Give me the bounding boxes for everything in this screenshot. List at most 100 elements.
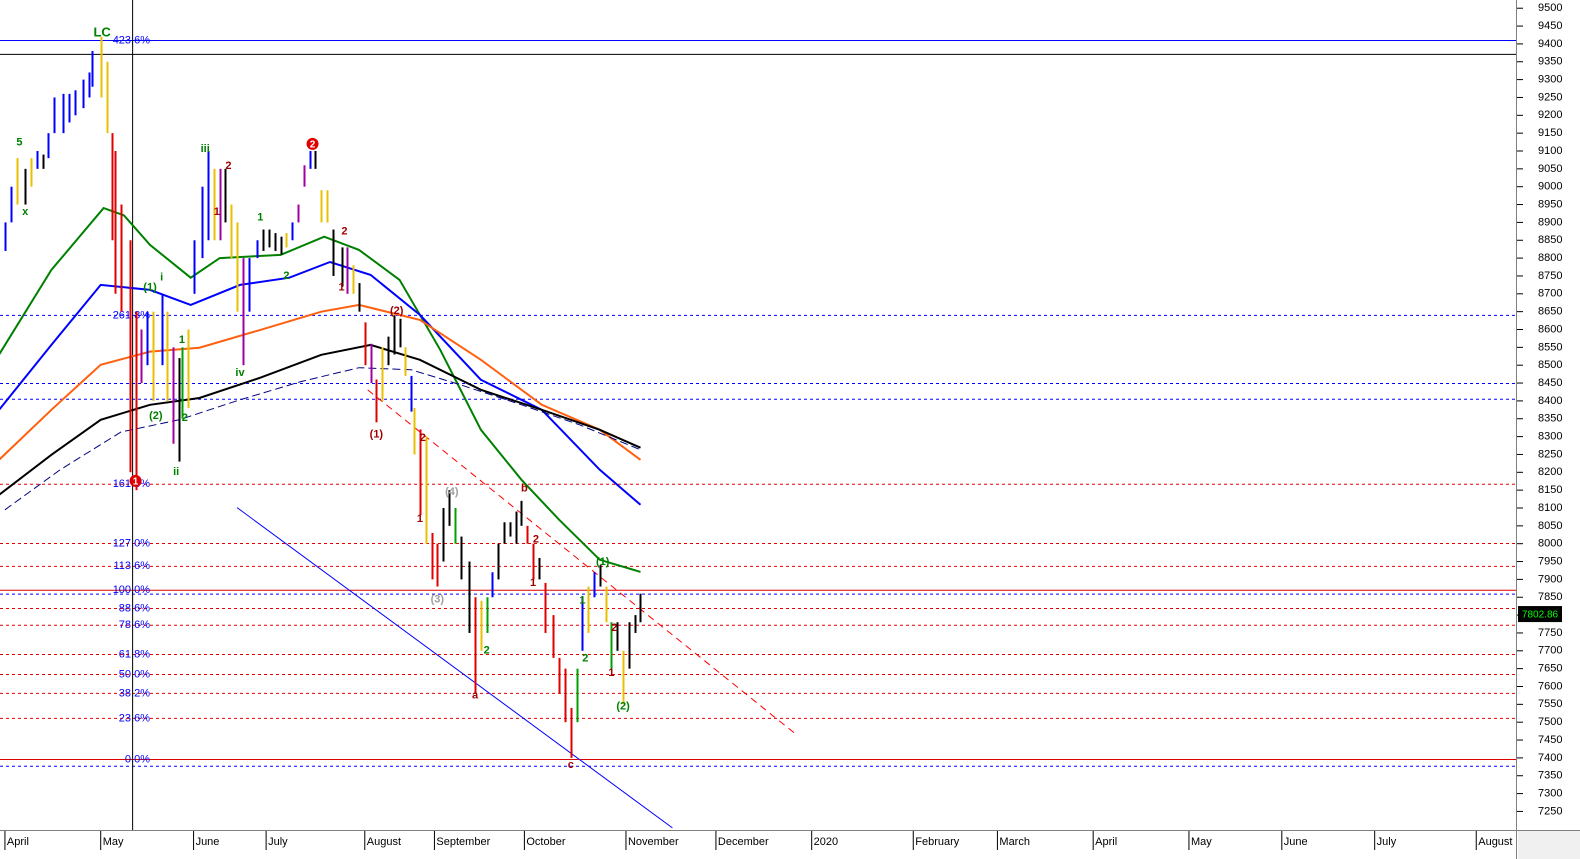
wave-label: 1 xyxy=(179,334,185,346)
wave-label: 1 xyxy=(257,212,263,224)
y-tick-label: 7950 xyxy=(1538,555,1562,567)
level-label: 100.0% xyxy=(113,584,151,596)
y-tick-label: 8250 xyxy=(1538,448,1562,460)
y-tick-label: 9000 xyxy=(1538,181,1562,193)
y-tick-label: 7350 xyxy=(1538,770,1562,782)
wave-label: iv xyxy=(235,367,245,379)
wave-label: 1 xyxy=(530,577,536,589)
y-tick-label: 9300 xyxy=(1538,74,1562,86)
wave-label: (4) xyxy=(445,486,459,498)
y-tick-label: 7750 xyxy=(1538,627,1562,639)
y-tick-label: 7600 xyxy=(1538,680,1562,692)
wave-label: 2 xyxy=(484,645,490,657)
y-tick-label: 9150 xyxy=(1538,127,1562,139)
wave-label: ii xyxy=(173,466,179,478)
wave-label: 2 xyxy=(283,270,289,282)
wave-label: (2) xyxy=(149,410,163,422)
level-label: 61.8% xyxy=(119,648,150,660)
trendline xyxy=(367,389,795,734)
y-tick-label: 9250 xyxy=(1538,91,1562,103)
wave-label: a xyxy=(472,690,479,702)
y-tick-label: 8500 xyxy=(1538,359,1562,371)
x-tick-label: May xyxy=(103,836,124,848)
level-label: 50.0% xyxy=(119,668,150,680)
y-tick-label: 8400 xyxy=(1538,395,1562,407)
y-tick-label: 8800 xyxy=(1538,252,1562,264)
wave-label: (3) xyxy=(431,594,445,606)
plot-area: 423.6%261.8%161.8%127.0%113.6%100.0%88.6… xyxy=(0,0,1516,830)
y-tick-label: 7450 xyxy=(1538,734,1562,746)
y-tick-label: 7850 xyxy=(1538,591,1562,603)
wave-marker xyxy=(129,474,142,487)
y-tick-label: 7500 xyxy=(1538,716,1562,728)
wave-label: (1) xyxy=(370,429,384,441)
y-tick-label: 9400 xyxy=(1538,38,1562,50)
axes: 7250 7300 7350 7400 7450 7500 7550 7600 7650 7700… xyxy=(4,2,1562,850)
y-tick-label: 8550 xyxy=(1538,341,1562,353)
x-tick-label: July xyxy=(268,836,288,848)
wave-label: 1 xyxy=(133,477,139,488)
y-tick-label: 9050 xyxy=(1538,163,1562,175)
y-tick-label: 9500 xyxy=(1538,2,1562,14)
wave-label: (1) xyxy=(596,556,610,568)
wave-label: 2 xyxy=(225,160,231,172)
level-label: 78.6% xyxy=(119,619,150,631)
moving-average xyxy=(0,303,642,461)
x-tick-label: February xyxy=(915,836,960,848)
wave-label: 1 xyxy=(608,667,614,679)
wave-label: (2) xyxy=(616,701,630,713)
level-label: 0.0% xyxy=(125,753,150,765)
wave-label: 2 xyxy=(310,140,316,151)
y-tick-label: 8850 xyxy=(1538,234,1562,246)
y-tick-label: 8200 xyxy=(1538,466,1562,478)
y-tick-label: 8350 xyxy=(1538,413,1562,425)
wave-label: x xyxy=(22,206,29,218)
y-tick-label: 7250 xyxy=(1538,805,1562,817)
x-tick-label: April xyxy=(1095,836,1117,848)
y-tick-label: 7900 xyxy=(1538,573,1562,585)
y-tick-label: 7400 xyxy=(1538,752,1562,764)
x-tick-label: October xyxy=(526,836,565,848)
x-tick-label: May xyxy=(1191,836,1212,848)
level-label: 113.6% xyxy=(114,560,151,572)
wave-label: 5 xyxy=(16,137,22,149)
y-tick-label: 8450 xyxy=(1538,377,1562,389)
wave-marker xyxy=(306,137,319,150)
moving-average xyxy=(0,206,641,573)
y-tick-label: 7550 xyxy=(1538,698,1562,710)
y-tick-label: 9200 xyxy=(1538,109,1562,121)
y-tick-label: 7700 xyxy=(1538,645,1562,657)
wave-label: iii xyxy=(201,143,210,155)
level-label: 38.2% xyxy=(119,687,150,699)
level-label: 423.6% xyxy=(113,34,151,46)
x-tick-label: June xyxy=(1284,836,1308,848)
x-tick-label: 2020 xyxy=(814,836,838,848)
x-tick-label: April xyxy=(7,836,29,848)
wave-label: i xyxy=(160,272,163,284)
x-tick-label: July xyxy=(1377,836,1397,848)
y-tick-label: 8000 xyxy=(1538,538,1562,550)
y-tick-label: 8150 xyxy=(1538,484,1562,496)
level-label: 23.6% xyxy=(119,712,150,724)
y-tick-label: 9100 xyxy=(1538,145,1562,157)
wave-label: c xyxy=(568,759,574,771)
x-tick-label: December xyxy=(718,836,769,848)
y-tick-label: 7650 xyxy=(1538,663,1562,675)
wave-label: 2 xyxy=(533,534,539,546)
trendline xyxy=(236,507,673,829)
wave-label: (1) xyxy=(143,282,157,294)
wave-label: 2 xyxy=(582,653,588,665)
y-tick-label: 8900 xyxy=(1538,216,1562,228)
last-price-label: 7802.86 xyxy=(1522,610,1559,621)
y-tick-label: 8050 xyxy=(1538,520,1562,532)
level-label: 127.0% xyxy=(113,537,151,549)
level-label: 88.6% xyxy=(119,602,150,614)
y-tick-label: 8300 xyxy=(1538,431,1562,443)
wave-label: 1 xyxy=(214,206,220,218)
wave-label: 1 xyxy=(579,595,585,607)
y-tick-label: 7300 xyxy=(1538,787,1562,799)
wave-label: 2 xyxy=(182,412,188,424)
wave-label: 1 xyxy=(417,513,423,525)
